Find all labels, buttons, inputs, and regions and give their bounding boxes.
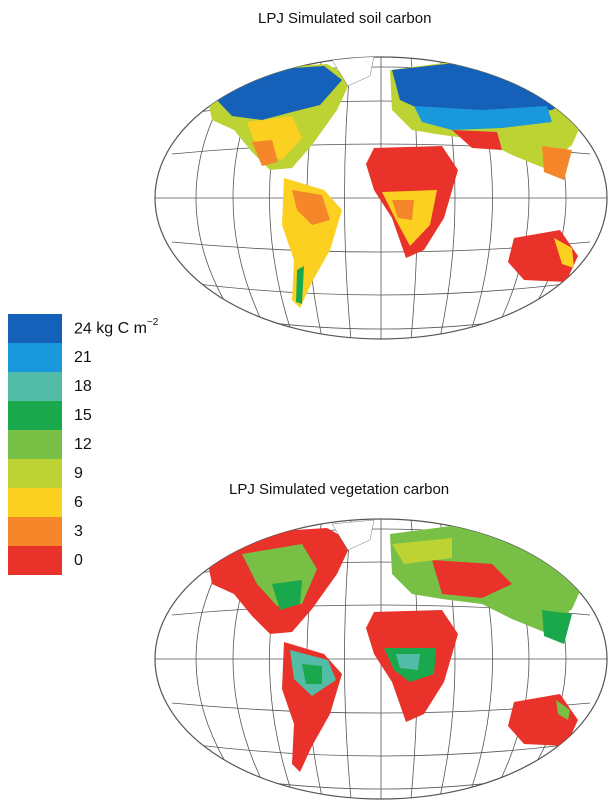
legend-item: 18 <box>8 372 158 401</box>
legend-item: 21 <box>8 343 158 372</box>
legend-swatch <box>8 372 62 401</box>
legend-swatch <box>8 401 62 430</box>
legend-swatch <box>8 459 62 488</box>
legend-unit-exponent: −2 <box>146 316 159 328</box>
legend-item: 12 <box>8 430 158 459</box>
vegetation-carbon-world-map <box>154 518 608 800</box>
legend-item: 6 <box>8 488 158 517</box>
legend-item: 9 <box>8 459 158 488</box>
vegetation-carbon-map-title: LPJ Simulated vegetation carbon <box>229 481 450 498</box>
legend-item: 3 <box>8 517 158 546</box>
legend-swatch <box>8 488 62 517</box>
legend-label: 21 <box>74 348 92 366</box>
legend-item: 0 <box>8 546 158 575</box>
legend-swatch <box>8 517 62 546</box>
legend-swatch <box>8 430 62 459</box>
legend-label: 3 <box>74 522 83 540</box>
legend-label: 15 <box>74 406 92 424</box>
legend-label: 0 <box>74 551 83 569</box>
legend-swatch <box>8 546 62 575</box>
soil-carbon-map-title: LPJ Simulated soil carbon <box>258 10 432 27</box>
legend-label: 18 <box>74 377 92 395</box>
legend-label: 6 <box>74 493 83 511</box>
legend-label: 12 <box>74 435 92 453</box>
legend-label: 9 <box>74 464 83 482</box>
carbon-legend: 24 kg C m−2 21 18 15 12 9 6 3 0 <box>8 314 158 575</box>
legend-swatch <box>8 314 62 343</box>
legend-swatch <box>8 343 62 372</box>
legend-label: 24 kg C m−2 <box>74 316 159 338</box>
legend-unit: kg C m <box>96 320 147 338</box>
legend-item: 24 kg C m−2 <box>8 314 158 343</box>
legend-item: 15 <box>8 401 158 430</box>
soil-carbon-world-map <box>154 56 608 340</box>
soil-carbon-land <box>207 57 592 308</box>
